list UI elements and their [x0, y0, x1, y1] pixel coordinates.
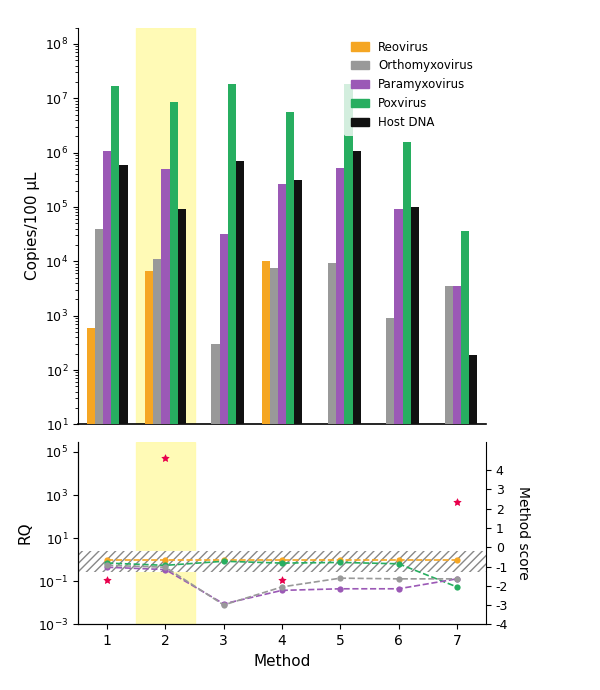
Bar — [344, 84, 353, 690]
Bar — [161, 169, 170, 690]
Bar — [461, 231, 469, 690]
Bar — [286, 112, 294, 690]
Y-axis label: Copies/100 μL: Copies/100 μL — [25, 172, 40, 280]
Bar — [328, 262, 336, 690]
Bar — [294, 179, 302, 690]
Bar — [336, 168, 344, 690]
Bar — [411, 207, 419, 690]
X-axis label: Method: Method — [253, 653, 311, 669]
Bar — [236, 161, 244, 690]
Bar — [203, 453, 211, 690]
Bar — [136, 28, 194, 424]
Bar — [111, 86, 119, 690]
Bar — [378, 453, 386, 690]
Legend: Reovirus, Orthomyxovirus, Paramyxovirus, Poxvirus, Host DNA: Reovirus, Orthomyxovirus, Paramyxovirus,… — [344, 34, 480, 137]
Y-axis label: Method score: Method score — [517, 486, 530, 580]
Bar — [153, 259, 161, 690]
Bar — [270, 268, 278, 690]
Bar — [87, 328, 95, 690]
Bar — [386, 318, 394, 690]
Bar — [469, 355, 477, 690]
Y-axis label: RQ: RQ — [17, 522, 32, 544]
Bar — [262, 262, 270, 690]
Bar — [445, 286, 453, 690]
Bar — [145, 271, 153, 690]
Bar — [320, 453, 328, 690]
Bar — [220, 234, 228, 690]
Bar — [436, 453, 445, 690]
Bar — [228, 84, 236, 690]
Bar — [394, 210, 403, 690]
Point — [277, 574, 287, 585]
Bar — [136, 442, 194, 624]
Bar — [170, 102, 178, 690]
Bar — [403, 141, 411, 690]
Bar — [95, 228, 103, 690]
Point — [452, 496, 461, 507]
Point — [103, 574, 112, 585]
Bar — [103, 152, 111, 690]
Bar — [178, 210, 186, 690]
Bar — [453, 286, 461, 690]
Bar — [278, 184, 286, 690]
Bar — [353, 152, 361, 690]
Bar — [211, 344, 220, 690]
Bar — [119, 165, 128, 690]
Point — [161, 453, 170, 464]
